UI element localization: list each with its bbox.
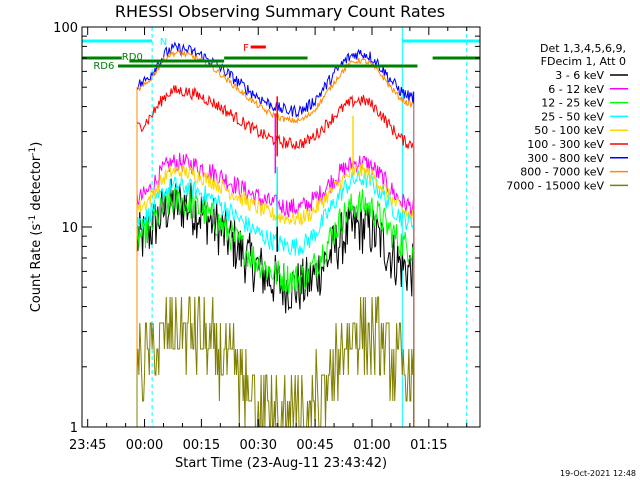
date-stamp: 19-Oct-2021 12:48 xyxy=(560,469,636,478)
x-tick-label: 23:45 xyxy=(69,438,106,453)
series-line xyxy=(136,41,415,427)
series-line xyxy=(136,186,415,427)
annotation-label: RD6 xyxy=(93,61,114,72)
x-tick-label: 00:15 xyxy=(183,438,220,453)
x-tick-label: 00:30 xyxy=(240,438,277,453)
legend-entry-label: 6 - 12 keV xyxy=(548,83,604,96)
legend-entry-label: 7000 - 15000 keV xyxy=(506,179,604,192)
annotation-label: F xyxy=(243,43,249,54)
legend-entry-label: 800 - 7000 keV xyxy=(520,166,604,179)
y-tick-label: 100 xyxy=(53,21,78,36)
plot-data-layer xyxy=(136,27,468,428)
x-tick-label: 00:00 xyxy=(126,438,163,453)
status-bar-layer: N RD0 RD6 F xyxy=(82,37,480,72)
axis-layer: 23:45 00:00 00:15 00:30 00:45 01:00 01:15 1 10 10… xyxy=(53,21,480,453)
legend-entry-label: 3 - 6 keV xyxy=(555,69,604,82)
legend-entry-label: 300 - 800 keV xyxy=(527,152,604,165)
legend-entry-label: 100 - 300 keV xyxy=(527,138,604,151)
chart-title: RHESSI Observing Summary Count Rates xyxy=(115,2,445,21)
x-tick-label: 00:45 xyxy=(296,438,333,453)
series-12-25kev xyxy=(136,186,415,427)
annotation-label: N xyxy=(160,37,167,48)
legend-header-line: Det 1,3,4,5,6,9, xyxy=(540,42,626,55)
series-50-100kev xyxy=(136,163,415,427)
series-300-800kev xyxy=(136,41,415,427)
y-tick-label: 10 xyxy=(61,221,78,236)
legend-entry-label: 50 - 100 keV xyxy=(534,124,604,137)
legend-header-line: FDecim 1, Att 0 xyxy=(541,55,626,68)
series-line xyxy=(136,163,415,427)
annotation-label: RD0 xyxy=(122,52,143,63)
y-axis-label: Count Rate (s-1 detector-1) xyxy=(28,142,44,313)
y-tick-label: 1 xyxy=(70,421,78,436)
x-tick-label: 01:15 xyxy=(410,438,447,453)
legend: Det 1,3,4,5,6,9,FDecim 1, Att 03 - 6 keV… xyxy=(506,42,628,192)
x-tick-label: 01:00 xyxy=(353,438,390,453)
legend-entry-label: 12 - 25 keV xyxy=(541,97,604,110)
x-axis-label: Start Time (23-Aug-11 23:43:42) xyxy=(175,456,387,471)
legend-entry-label: 25 - 50 keV xyxy=(541,110,604,123)
